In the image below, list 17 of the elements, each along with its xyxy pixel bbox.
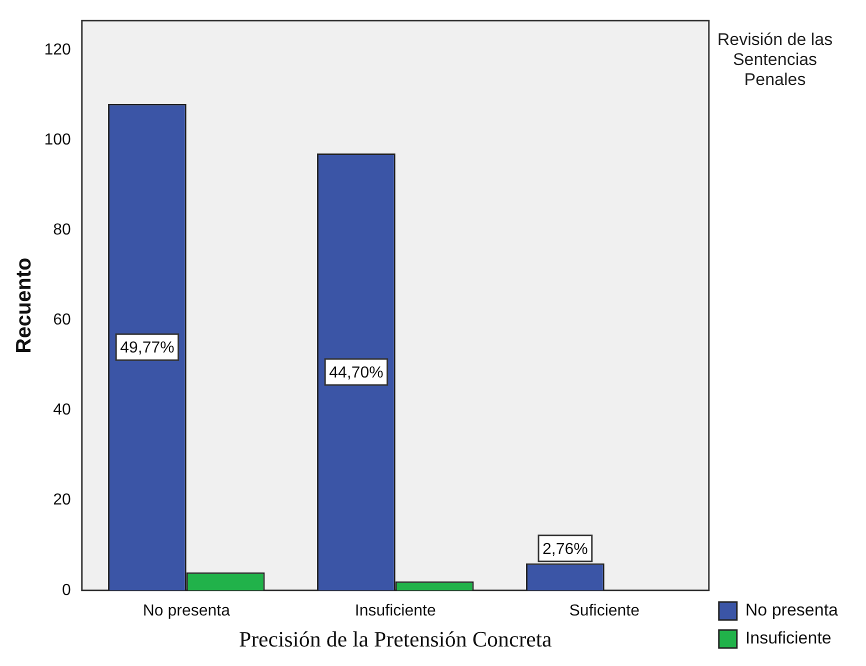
y-tick-label: 120 (44, 41, 71, 58)
legend-label: Insuficiente (745, 628, 832, 648)
y-tick-label: 0 (62, 582, 71, 599)
x-tick-label: Insuficiente (354, 602, 436, 620)
legend-title: Revisión de las Sentencias Penales (716, 30, 834, 90)
annotation: 2,76% (542, 540, 588, 558)
x-axis-title: Precisión de la Pretensión Concreta (238, 626, 552, 652)
y-tick-label: 100 (44, 131, 71, 148)
x-tick-label: No presenta (142, 602, 230, 620)
annotation: 44,70% (329, 364, 384, 382)
y-axis-title: Recuento (12, 258, 36, 354)
y-tick-label: 60 (53, 312, 71, 329)
y-tick-label: 80 (53, 221, 71, 238)
y-tick-label: 40 (53, 402, 71, 419)
y-tick-label: 20 (53, 492, 71, 509)
annotation: 49,77% (120, 340, 174, 357)
x-tick-label: Suficiente (569, 602, 640, 620)
